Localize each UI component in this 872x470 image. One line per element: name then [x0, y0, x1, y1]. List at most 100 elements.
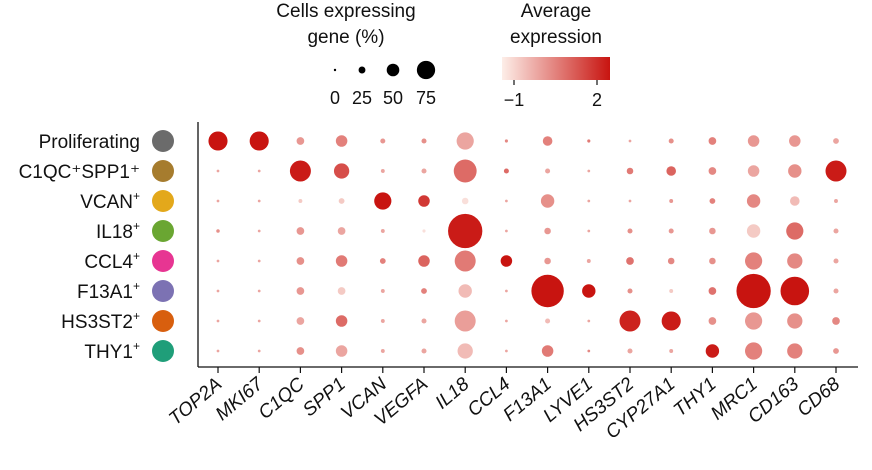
dot-c1qc-row1: [289, 160, 311, 182]
size-legend-dot-0: [333, 68, 337, 72]
dot-top2a-row4: [216, 259, 220, 263]
dot-thy1-row5: [708, 287, 717, 295]
dot-mki67-row1: [257, 169, 261, 173]
color-legend-tick-label-low: −1: [504, 90, 525, 110]
dot-top2a-row6: [216, 319, 220, 323]
dot-ccl4-row6: [505, 319, 508, 323]
dot-cd68-row4: [833, 258, 839, 264]
dot-il18-row5: [458, 284, 472, 298]
size-legend-label-75: 75: [416, 88, 436, 108]
dot-cd163-row4: [787, 253, 803, 269]
dot-vegfa-row1: [421, 168, 427, 174]
row-label-1: C1QC⁺SPP1⁺: [19, 162, 140, 183]
row-labels: Proliferating C1QC⁺SPP1⁺ VCAN+ IL18+ CCL4+ F1…: [19, 132, 140, 363]
dot-lyve1-row3: [587, 229, 591, 233]
row-label-3: IL18+: [96, 219, 140, 243]
dot-vegfa-row3: [422, 229, 426, 233]
dot-top2a-row1: [216, 169, 220, 173]
dot-cd68-row0: [833, 138, 839, 144]
dot-il18-row0: [456, 132, 474, 150]
dot-vcan-row3: [380, 229, 385, 233]
dot-spp1-row1: [333, 163, 350, 179]
dot-mrc1-row2: [746, 194, 761, 208]
dot-top2a-row5: [216, 289, 220, 293]
dot-cyp27a1-row1: [666, 166, 676, 176]
dot-vegfa-row5: [421, 288, 427, 294]
dot-cd68-row7: [833, 348, 839, 354]
size-legend-title-line2: gene (%): [307, 27, 384, 48]
x-tick-label-c1qc: C1QC: [255, 374, 309, 424]
size-legend-dot-50: [386, 63, 400, 77]
dot-cd163-row0: [789, 135, 801, 147]
dot-f13a1-row6: [545, 318, 551, 324]
dots: [208, 131, 847, 360]
dot-thy1-row7: [705, 344, 720, 358]
dot-spp1-row7: [335, 345, 348, 357]
dot-top2a-row2: [216, 199, 220, 203]
dot-ccl4-row3: [505, 229, 508, 233]
size-legend-label-0: 0: [330, 88, 340, 108]
row-label-6: HS3ST2+: [61, 309, 140, 333]
dot-cd163-row3: [786, 222, 804, 240]
dot-vcan-row7: [380, 349, 385, 353]
dot-mrc1-row5: [736, 273, 771, 309]
row-swatches: [152, 130, 174, 362]
dot-vcan-row6: [380, 319, 385, 323]
dot-c1qc-row2: [298, 199, 303, 203]
dot-spp1-row6: [335, 315, 348, 327]
dot-il18-row2: [461, 197, 469, 205]
row-label-0: Proliferating: [39, 132, 140, 153]
dot-lyve1-row6: [587, 319, 591, 323]
dot-vcan-row1: [380, 169, 385, 173]
dot-spp1-row5: [337, 287, 346, 295]
dot-ccl4-row1: [503, 168, 509, 174]
size-legend: 0 25 50 75: [330, 60, 436, 108]
dot-mki67-row7: [257, 349, 261, 353]
dot-lyve1-row7: [587, 349, 591, 353]
dot-cd68-row3: [833, 228, 839, 234]
row-swatch-5: [152, 280, 174, 302]
dot-c1qc-row7: [296, 347, 305, 355]
dot-il18-row6: [454, 310, 476, 332]
dot-f13a1-row5: [531, 274, 564, 308]
dot-mki67-row2: [257, 199, 261, 203]
dot-cd163-row6: [787, 313, 803, 329]
size-legend-title-line1: Cells expressing: [276, 1, 415, 22]
dot-hs3st2-row2: [628, 199, 632, 203]
dot-f13a1-row2: [540, 194, 555, 208]
dot-hs3st2-row4: [626, 257, 634, 265]
row-swatch-4: [152, 250, 174, 272]
dot-cd163-row1: [788, 164, 802, 178]
dot-lyve1-row2: [587, 199, 591, 203]
dot-hs3st2-row1: [626, 167, 634, 175]
dot-c1qc-row4: [296, 257, 305, 265]
dot-mrc1-row7: [745, 342, 763, 360]
dot-f13a1-row4: [544, 257, 551, 265]
dot-vcan-row0: [380, 138, 386, 144]
dot-hs3st2-row3: [627, 228, 633, 234]
dot-hs3st2-row7: [627, 348, 633, 354]
dot-lyve1-row1: [587, 169, 591, 173]
dot-mki67-row3: [257, 229, 261, 233]
dot-vcan-row5: [380, 289, 385, 293]
dot-mki67-row5: [257, 289, 261, 293]
dot-cd68-row6: [832, 317, 840, 325]
dot-spp1-row3: [337, 227, 346, 235]
dot-thy1-row6: [708, 317, 717, 325]
dot-f13a1-row0: [542, 136, 553, 146]
color-legend-title-line1: Average: [521, 1, 591, 22]
dot-cd163-row5: [780, 276, 810, 306]
dot-hs3st2-row6: [619, 310, 641, 332]
x-tick-label-top2a: TOP2A: [165, 374, 226, 430]
dot-thy1-row3: [709, 227, 716, 235]
color-legend-title-line2: expression: [510, 27, 602, 48]
dot-vegfa-row4: [418, 255, 430, 267]
dot-cd68-row2: [834, 199, 838, 203]
row-label-7: THY1+: [84, 339, 140, 363]
dot-cd68-row5: [833, 288, 839, 294]
dot-hs3st2-row5: [627, 288, 633, 294]
dot-il18-row1: [453, 159, 477, 183]
dot-spp1-row2: [338, 198, 345, 204]
row-label-5: F13A1+: [77, 279, 140, 303]
dot-top2a-row0: [208, 131, 228, 151]
